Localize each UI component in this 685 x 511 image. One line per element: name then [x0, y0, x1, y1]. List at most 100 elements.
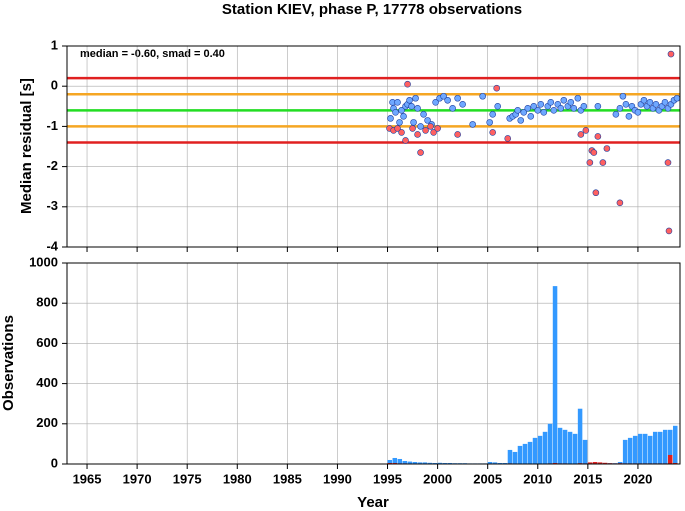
y-tick-label: -1	[46, 118, 58, 133]
data-point	[449, 105, 456, 112]
data-point	[625, 113, 633, 120]
data-point	[414, 131, 421, 138]
data-point	[398, 129, 405, 136]
data-point	[392, 109, 399, 116]
data-point	[534, 107, 542, 114]
x-tick-label: 2020	[623, 471, 652, 486]
bar	[667, 429, 673, 464]
data-point	[400, 113, 407, 120]
data-point	[394, 125, 401, 132]
plot-frame	[66, 45, 681, 248]
bar	[527, 441, 533, 464]
bar	[667, 454, 673, 464]
bar	[552, 286, 558, 464]
y-tick-label: 400	[36, 375, 58, 390]
bar	[492, 462, 498, 464]
y-tick-label: 0	[51, 455, 58, 470]
data-point	[590, 149, 598, 156]
bar	[602, 462, 608, 464]
data-point	[586, 159, 594, 166]
data-point	[432, 98, 439, 106]
data-point	[417, 149, 424, 156]
x-axis-label: Year	[357, 494, 389, 511]
bar	[487, 461, 493, 464]
x-tick-label: 1990	[323, 471, 352, 486]
data-point	[514, 107, 522, 114]
data-point	[430, 129, 437, 136]
y-axis-label: Observations	[0, 315, 17, 411]
data-point	[580, 103, 588, 110]
x-tick-label: 1975	[173, 471, 202, 486]
bar	[407, 461, 413, 464]
data-point	[616, 199, 624, 207]
x-tick-label: 1995	[373, 471, 402, 486]
data-point	[489, 111, 496, 118]
y-axis-label: Median residual [s]	[18, 78, 35, 214]
bar	[632, 435, 638, 464]
data-point	[594, 103, 602, 110]
data-point	[486, 119, 493, 126]
bar	[532, 437, 538, 464]
y-tick-label: 1	[51, 37, 58, 52]
data-point	[634, 109, 642, 116]
bar	[562, 429, 568, 464]
data-point	[570, 105, 578, 112]
data-point	[398, 107, 405, 114]
bar	[387, 459, 393, 464]
data-point	[550, 107, 558, 114]
bar	[642, 433, 648, 464]
x-tick-label: 2000	[423, 471, 452, 486]
data-point	[454, 131, 461, 138]
data-point	[592, 189, 600, 197]
data-point	[517, 117, 525, 124]
data-point	[594, 133, 602, 140]
data-point	[582, 127, 590, 134]
bar	[637, 433, 643, 464]
data-point	[524, 105, 532, 112]
bar	[392, 457, 398, 464]
data-point	[394, 98, 401, 106]
bar	[427, 462, 433, 464]
bar	[592, 461, 598, 464]
data-point	[577, 131, 585, 138]
bar	[402, 460, 408, 464]
data-point	[574, 94, 582, 102]
data-point	[454, 94, 461, 102]
data-point	[420, 111, 427, 118]
bar	[647, 435, 653, 464]
x-tick-label: 2005	[473, 471, 502, 486]
data-point	[557, 105, 565, 112]
data-point	[440, 92, 447, 100]
data-point	[494, 103, 502, 110]
bar	[497, 462, 503, 464]
data-point	[665, 227, 673, 235]
data-point	[422, 127, 429, 134]
data-point	[504, 135, 512, 142]
data-point	[616, 105, 624, 112]
bar	[397, 458, 403, 464]
data-point	[664, 159, 672, 166]
bar	[522, 443, 528, 464]
data-point	[410, 119, 417, 126]
data-point	[652, 100, 660, 108]
data-point	[612, 111, 620, 118]
data-point	[408, 103, 415, 110]
data-point	[547, 98, 555, 106]
data-point	[414, 105, 421, 112]
data-point	[493, 84, 501, 92]
bar	[512, 451, 518, 464]
bar	[422, 462, 428, 464]
bar	[387, 462, 393, 464]
chart-title: Station KIEV, phase P, 17778 observation…	[222, 1, 522, 18]
data-point	[469, 121, 476, 128]
data-point	[622, 100, 630, 108]
data-point	[661, 98, 669, 106]
data-point	[412, 94, 419, 102]
data-point	[459, 100, 466, 108]
x-tick-label: 2015	[573, 471, 602, 486]
y-tick-label: 800	[36, 295, 58, 310]
y-tick-label: 0	[51, 78, 58, 93]
data-point	[489, 129, 496, 136]
data-point	[646, 98, 654, 106]
y-tick-label: -3	[46, 198, 58, 213]
